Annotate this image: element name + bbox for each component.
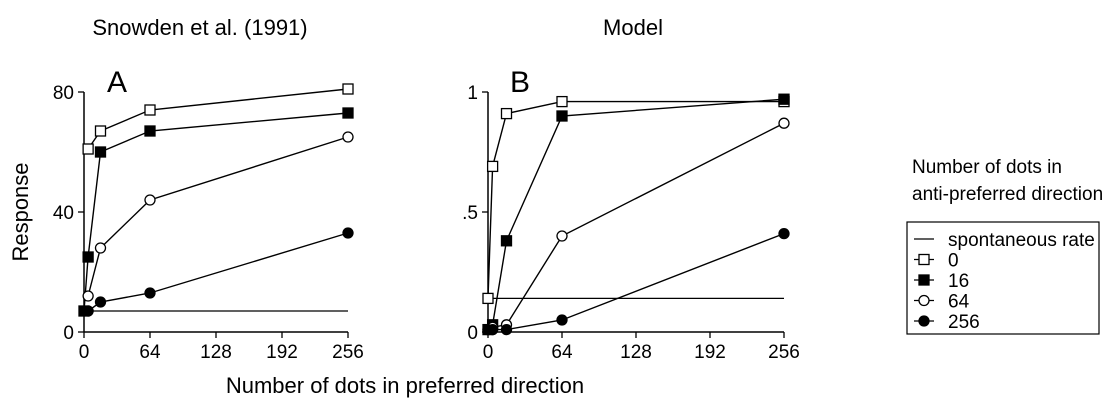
panel-a-series-16-point bbox=[342, 107, 354, 119]
panel-b-series-0-point bbox=[482, 292, 494, 305]
legend-label-2: 16 bbox=[948, 271, 969, 292]
panel-b-x-tick-label: 64 bbox=[551, 342, 573, 363]
panel-a-series-256-point bbox=[144, 287, 156, 299]
legend-marker-64 bbox=[918, 294, 930, 307]
panel-a-series-256-line bbox=[87, 232, 349, 312]
panel-a-series-16-point bbox=[94, 146, 107, 158]
panel-b-series-0-point bbox=[500, 107, 513, 120]
panel-a-series-256-point bbox=[82, 305, 94, 317]
panel-a-x-tick-label: 0 bbox=[79, 342, 90, 363]
legend-label-3: 64 bbox=[948, 292, 970, 313]
legend-marker-16 bbox=[918, 274, 930, 286]
panel-a-series-256-point bbox=[94, 296, 107, 308]
panel-b-series-16-point bbox=[500, 235, 513, 247]
legend-label-1: 0 bbox=[948, 251, 959, 272]
panel-b-y-tick-label: .5 bbox=[462, 203, 478, 224]
panel-a-chart: Snowden et al. (1991) A 0 64 128 192 256 0 40 80 R… bbox=[8, 15, 364, 363]
panel-a-series-0-point bbox=[94, 125, 107, 137]
legend-title-line-2: anti-preferred direction bbox=[912, 184, 1102, 205]
panel-b-series-0-line bbox=[487, 100, 784, 299]
panel-b-series-0-point bbox=[486, 160, 499, 173]
panel-a-y-tick-label: 0 bbox=[63, 323, 74, 344]
panel-a-series-0-point bbox=[144, 104, 156, 116]
panel-a-x-tick-label: 64 bbox=[139, 342, 161, 363]
panel-a-x-tick-label: 256 bbox=[332, 342, 364, 363]
panel-a-series-64-point bbox=[144, 194, 156, 206]
panel-a-title: Snowden et al. (1991) bbox=[92, 15, 307, 40]
panel-b-series-64-point bbox=[556, 230, 568, 242]
panel-a-y-axis-title: Response bbox=[8, 162, 33, 261]
panel-a-series-0-line bbox=[87, 88, 349, 150]
legend-box bbox=[906, 221, 1100, 335]
panel-b-series-256-line bbox=[488, 232, 785, 331]
panel-b-series-256-point bbox=[556, 314, 568, 326]
legend-label-0: spontaneous rate bbox=[948, 230, 1095, 251]
panel-a-series-256-point bbox=[342, 227, 354, 239]
panel-b-x-tick-label: 128 bbox=[620, 342, 652, 363]
panel-a-series-16-point bbox=[82, 251, 94, 263]
panel-b-x-tick-label: 0 bbox=[483, 342, 494, 363]
panel-a-series-64-point bbox=[82, 290, 94, 302]
panel-b-series-256-point bbox=[778, 227, 790, 240]
panel-b-chart: Model B 0 64 128 192 256 0 .5 1 bbox=[462, 15, 800, 363]
panel-a-series-64-point bbox=[94, 242, 107, 254]
legend-label-4: 256 bbox=[948, 312, 980, 333]
panel-a-series-64-point bbox=[342, 131, 354, 143]
panel-b-y-tick-label: 1 bbox=[467, 83, 478, 104]
panel-b-letter: B bbox=[510, 66, 530, 99]
panel-a-series-16-line bbox=[83, 112, 349, 312]
panel-b-series-64-point bbox=[778, 117, 790, 129]
panel-a-series-0-point bbox=[82, 143, 94, 155]
legend-title-line-1: Number of dots in bbox=[912, 157, 1062, 178]
panel-a-letter: A bbox=[107, 66, 127, 99]
panel-a-y-tick-label: 80 bbox=[53, 83, 74, 104]
legend: Number of dots in anti-preferred directi… bbox=[906, 157, 1102, 335]
panel-a-y-tick-label: 40 bbox=[53, 203, 74, 224]
panel-b-title: Model bbox=[603, 15, 663, 40]
panel-b-series-256-point bbox=[486, 323, 499, 336]
shared-x-axis-title: Number of dots in preferred direction bbox=[226, 373, 584, 398]
panel-b-x-tick-label: 256 bbox=[768, 342, 800, 363]
panel-b-series-16-line bbox=[487, 98, 785, 331]
panel-a-series-0-point bbox=[342, 83, 354, 95]
panel-a-x-tick-label: 128 bbox=[200, 342, 232, 363]
panel-a-series-64-line bbox=[87, 136, 349, 297]
panel-b-x-tick-label: 192 bbox=[694, 342, 726, 363]
panel-b-series-16-point bbox=[556, 110, 568, 122]
panel-b-series-0-point bbox=[556, 95, 568, 108]
panel-b-series-256-point bbox=[500, 323, 513, 336]
legend-marker-256 bbox=[918, 315, 930, 327]
legend-marker-0 bbox=[918, 253, 930, 266]
panel-b-series-16-point bbox=[778, 93, 790, 105]
panel-a-series-16-point bbox=[144, 125, 156, 137]
panel-b-y-tick-label: 0 bbox=[467, 323, 478, 344]
panel-a-x-tick-label: 192 bbox=[266, 342, 298, 363]
